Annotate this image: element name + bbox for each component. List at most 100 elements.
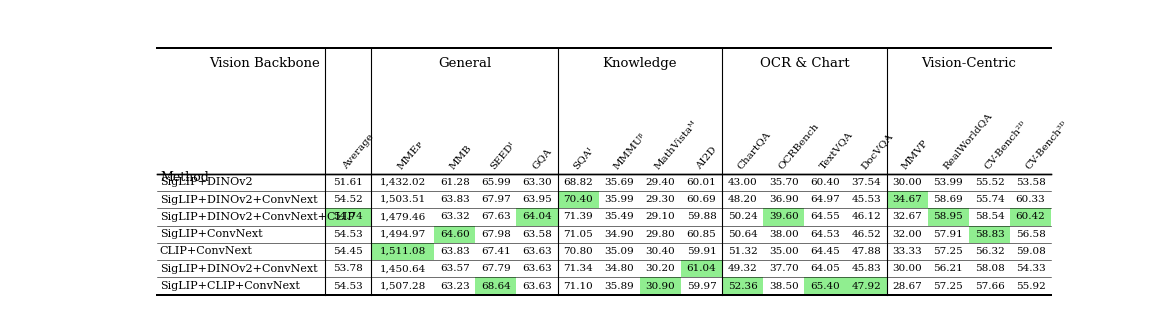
Text: MMVP: MMVP (901, 138, 930, 171)
Text: 47.92: 47.92 (852, 282, 881, 291)
Text: 30.20: 30.20 (646, 264, 675, 273)
Text: 30.40: 30.40 (646, 247, 675, 256)
Text: 43.00: 43.00 (728, 178, 758, 187)
Text: 59.88: 59.88 (687, 212, 716, 221)
Text: 35.09: 35.09 (605, 247, 634, 256)
Text: 63.58: 63.58 (522, 230, 552, 239)
Text: Vision-Centric: Vision-Centric (922, 57, 1017, 70)
Text: SigLIP+ConvNext: SigLIP+ConvNext (160, 229, 262, 239)
Text: 47.88: 47.88 (852, 247, 881, 256)
Text: 64.05: 64.05 (810, 264, 840, 273)
Text: MMMUᵝ: MMMUᵝ (612, 131, 648, 171)
Bar (1010, 208, 1051, 225)
Text: Average: Average (342, 132, 376, 171)
Bar (722, 278, 763, 295)
Text: 64.60: 64.60 (440, 230, 469, 239)
Text: 48.20: 48.20 (728, 195, 758, 204)
Bar (558, 191, 599, 208)
Text: 30.00: 30.00 (893, 178, 922, 187)
Text: 63.32: 63.32 (440, 212, 469, 221)
Text: 46.52: 46.52 (852, 230, 881, 239)
Text: 29.10: 29.10 (646, 212, 675, 221)
Text: 57.25: 57.25 (934, 282, 963, 291)
Text: 38.00: 38.00 (769, 230, 799, 239)
Text: 64.04: 64.04 (522, 212, 552, 221)
Text: 54.53: 54.53 (333, 282, 363, 291)
Text: 33.33: 33.33 (893, 247, 922, 256)
Text: 53.58: 53.58 (1016, 178, 1046, 187)
Text: 51.61: 51.61 (333, 178, 363, 187)
Text: 67.97: 67.97 (481, 195, 511, 204)
Bar (887, 191, 928, 208)
Text: 60.42: 60.42 (1016, 212, 1046, 221)
Text: 34.90: 34.90 (605, 230, 634, 239)
Text: 68.82: 68.82 (563, 178, 593, 187)
Text: 71.34: 71.34 (563, 264, 593, 273)
Text: 45.53: 45.53 (852, 195, 881, 204)
Text: 29.80: 29.80 (646, 230, 675, 239)
Text: OCRBench: OCRBench (777, 121, 820, 171)
Text: ChartQA: ChartQA (736, 130, 772, 171)
Text: 60.40: 60.40 (810, 178, 840, 187)
Text: 58.54: 58.54 (975, 212, 1004, 221)
Text: MMB: MMB (448, 143, 474, 171)
Text: 32.67: 32.67 (893, 212, 922, 221)
Text: 63.57: 63.57 (440, 264, 469, 273)
Text: 61.04: 61.04 (687, 264, 716, 273)
Text: 45.83: 45.83 (852, 264, 881, 273)
Text: 64.45: 64.45 (810, 247, 840, 256)
Text: 64.97: 64.97 (810, 195, 840, 204)
Text: 29.40: 29.40 (646, 178, 675, 187)
Text: 57.91: 57.91 (934, 230, 963, 239)
Text: 50.24: 50.24 (728, 212, 758, 221)
Text: 35.70: 35.70 (769, 178, 799, 187)
Text: 56.58: 56.58 (1016, 230, 1046, 239)
Text: MMEᴘ: MMEᴘ (395, 139, 425, 171)
Text: 35.89: 35.89 (605, 282, 634, 291)
Text: 55.52: 55.52 (975, 178, 1004, 187)
Text: 56.21: 56.21 (934, 264, 963, 273)
Text: SQAᴵ: SQAᴵ (571, 146, 594, 171)
Text: 63.83: 63.83 (440, 195, 469, 204)
Text: 35.99: 35.99 (605, 195, 634, 204)
Text: 63.95: 63.95 (522, 195, 552, 204)
Text: 61.28: 61.28 (440, 178, 469, 187)
Text: 32.00: 32.00 (893, 230, 922, 239)
Text: 58.83: 58.83 (975, 230, 1004, 239)
Text: 60.01: 60.01 (687, 178, 716, 187)
Bar (969, 225, 1010, 243)
Text: 58.95: 58.95 (934, 212, 963, 221)
Text: 63.23: 63.23 (440, 282, 469, 291)
Text: 71.05: 71.05 (563, 230, 593, 239)
Text: AI2D: AI2D (695, 145, 718, 171)
Text: 65.40: 65.40 (810, 282, 840, 291)
Text: 64.53: 64.53 (810, 230, 840, 239)
Text: 55.74: 55.74 (975, 195, 1004, 204)
Text: 28.67: 28.67 (893, 282, 922, 291)
Text: 35.49: 35.49 (605, 212, 634, 221)
Text: 57.66: 57.66 (975, 282, 1004, 291)
Text: 1,450.64: 1,450.64 (380, 264, 426, 273)
Text: 54.74: 54.74 (333, 212, 363, 221)
Text: 63.63: 63.63 (522, 264, 552, 273)
Text: 60.69: 60.69 (687, 195, 716, 204)
Text: General: General (438, 57, 491, 70)
Text: MathVistaᴹ: MathVistaᴹ (654, 119, 700, 171)
Text: RealWorldQA: RealWorldQA (942, 111, 993, 171)
Bar (928, 208, 969, 225)
Text: 67.63: 67.63 (481, 212, 511, 221)
Text: 67.41: 67.41 (481, 247, 511, 256)
Text: 34.80: 34.80 (605, 264, 634, 273)
Bar (371, 243, 434, 260)
Text: 54.53: 54.53 (333, 230, 363, 239)
Text: SigLIP+DINOv2+ConvNext: SigLIP+DINOv2+ConvNext (160, 264, 317, 274)
Text: Knowledge: Knowledge (603, 57, 677, 70)
Text: 38.50: 38.50 (769, 282, 799, 291)
Text: 58.08: 58.08 (975, 264, 1004, 273)
Text: 46.12: 46.12 (852, 212, 881, 221)
Text: TextVQA: TextVQA (818, 130, 854, 171)
Text: 50.64: 50.64 (728, 230, 758, 239)
Text: CV-Bench²ᴰ: CV-Bench²ᴰ (983, 119, 1028, 171)
Text: 1,511.08: 1,511.08 (380, 247, 426, 256)
Text: 60.33: 60.33 (1016, 195, 1046, 204)
